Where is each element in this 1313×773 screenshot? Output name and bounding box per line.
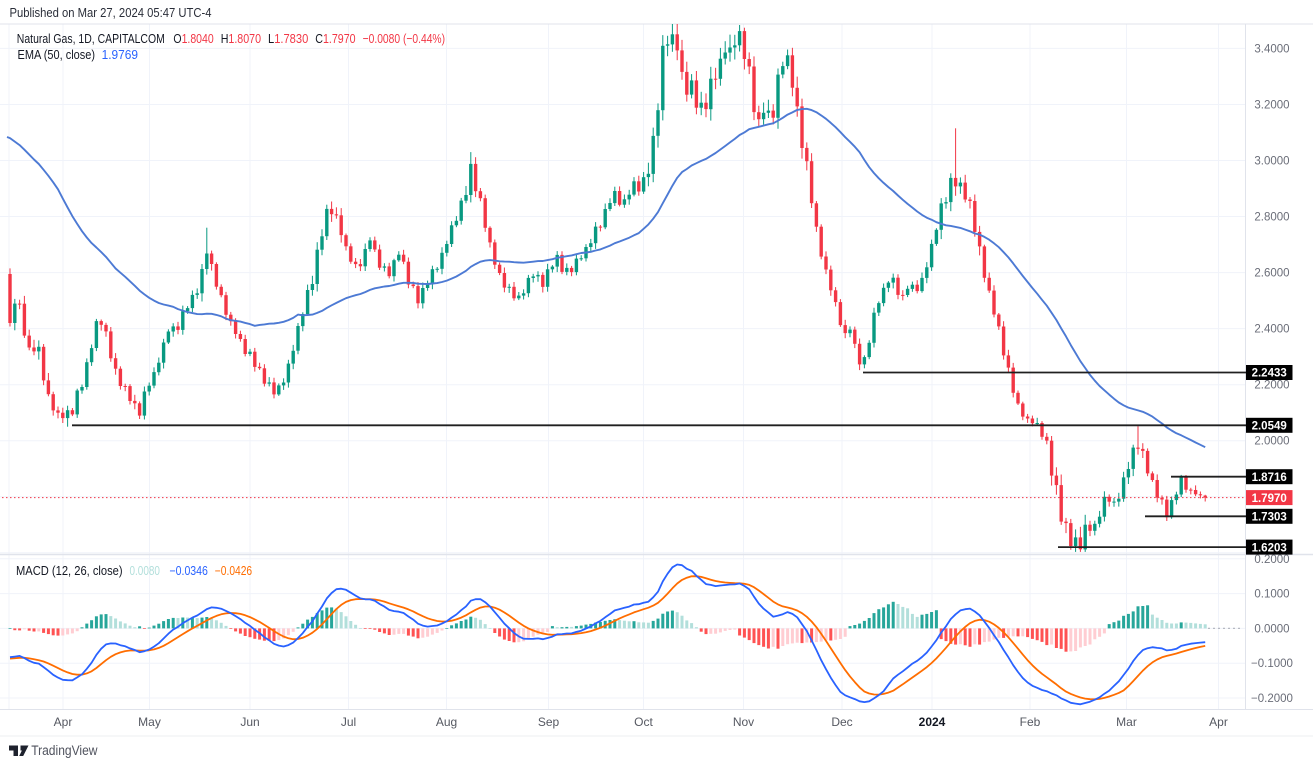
- svg-text:Natural Gas, 1D, CAPITALCOM: Natural Gas, 1D, CAPITALCOM: [17, 31, 165, 46]
- svg-text:EMA (50, close): EMA (50, close): [18, 48, 96, 62]
- svg-text:Apr: Apr: [1209, 715, 1228, 729]
- svg-text:Jul: Jul: [341, 715, 356, 729]
- svg-text:3.2000: 3.2000: [1254, 100, 1289, 112]
- svg-text:2024: 2024: [919, 715, 946, 729]
- svg-text:0.2000: 0.2000: [1254, 554, 1289, 566]
- svg-text:1.9769: 1.9769: [102, 48, 138, 62]
- svg-text:Dec: Dec: [831, 715, 852, 729]
- svg-text:Published on Mar 27, 2024 05:4: Published on Mar 27, 2024 05:47 UTC-4: [10, 6, 212, 20]
- svg-text:−0.0080 (−0.44%): −0.0080 (−0.44%): [363, 31, 445, 46]
- svg-text:2.8000: 2.8000: [1254, 212, 1289, 224]
- svg-text:3.4000: 3.4000: [1254, 43, 1289, 55]
- svg-text:TradingView: TradingView: [31, 743, 98, 758]
- svg-text:May: May: [138, 715, 161, 729]
- svg-text:2.2000: 2.2000: [1254, 380, 1289, 392]
- svg-text:Jun: Jun: [240, 715, 259, 729]
- svg-text:Mar: Mar: [1116, 715, 1137, 729]
- svg-text:L1.7830: L1.7830: [268, 31, 308, 46]
- svg-text:2.4000: 2.4000: [1254, 324, 1289, 336]
- svg-text:−0.0346: −0.0346: [170, 564, 208, 578]
- svg-text:Oct: Oct: [634, 715, 653, 729]
- svg-text:−0.0426: −0.0426: [215, 564, 252, 578]
- svg-text:2.0000: 2.0000: [1254, 436, 1289, 448]
- svg-text:1.7970: 1.7970: [1252, 493, 1287, 505]
- svg-text:1.6203: 1.6203: [1252, 542, 1287, 554]
- svg-text:Sep: Sep: [538, 715, 560, 729]
- svg-text:−0.2000: −0.2000: [1251, 693, 1293, 705]
- svg-text:1.7303: 1.7303: [1252, 512, 1287, 524]
- svg-text:2.0549: 2.0549: [1252, 421, 1287, 433]
- svg-text:Aug: Aug: [436, 715, 457, 729]
- svg-text:H1.8070: H1.8070: [221, 31, 261, 46]
- svg-text:Nov: Nov: [733, 715, 754, 729]
- svg-text:1.8716: 1.8716: [1252, 472, 1287, 484]
- svg-text:2.6000: 2.6000: [1254, 268, 1289, 280]
- svg-text:0.0000: 0.0000: [1254, 623, 1289, 635]
- svg-text:O1.8040: O1.8040: [173, 31, 213, 46]
- svg-text:3.0000: 3.0000: [1254, 156, 1289, 168]
- svg-text:0.1000: 0.1000: [1254, 589, 1289, 601]
- svg-text:Apr: Apr: [54, 715, 73, 729]
- svg-text:C1.7970: C1.7970: [315, 31, 355, 46]
- svg-text:MACD (12, 26, close): MACD (12, 26, close): [16, 564, 123, 578]
- svg-text:2.2433: 2.2433: [1252, 368, 1287, 380]
- svg-text:Feb: Feb: [1020, 715, 1041, 729]
- svg-text:0.0080: 0.0080: [130, 564, 160, 578]
- svg-text:−0.1000: −0.1000: [1251, 658, 1293, 670]
